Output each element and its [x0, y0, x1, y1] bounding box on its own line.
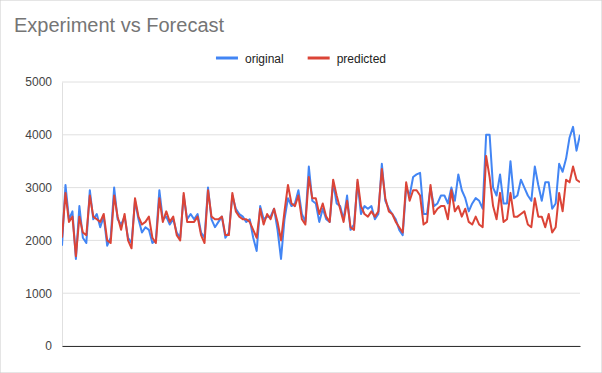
y-tick: 4000: [25, 128, 62, 142]
y-tick: 0: [45, 339, 62, 353]
series-line: [62, 156, 580, 256]
x-axis: [63, 346, 581, 347]
legend-swatch: [308, 57, 330, 60]
grid-line: [62, 346, 580, 347]
y-tick: 2000: [25, 234, 62, 248]
legend: original predicted: [216, 52, 386, 66]
y-tick: 1000: [25, 287, 62, 301]
y-tick-label: 1000: [25, 287, 52, 301]
chart: Experiment vs Forecast 0 1000 2000 3000 4000 5…: [0, 0, 602, 373]
y-axis: 0 1000 2000 3000 4000 5000: [25, 75, 62, 353]
y-tick-label: 4000: [25, 128, 52, 142]
legend-swatch: [216, 57, 238, 60]
y-tick-label: 0: [45, 339, 52, 353]
y-tick-label: 2000: [25, 234, 52, 248]
y-tick: 3000: [25, 181, 62, 195]
legend-item: predicted: [308, 52, 386, 66]
x-axis-line: [63, 346, 581, 347]
title: Experiment vs Forecast: [14, 14, 225, 36]
grid-line: [62, 82, 580, 83]
grid: [62, 82, 580, 346]
grid-line: [62, 134, 580, 135]
y-tick-label: 5000: [25, 75, 52, 89]
y-tick-label: 3000: [25, 181, 52, 195]
y-tick: 5000: [25, 75, 62, 89]
grid-line: [62, 293, 580, 294]
legend-label: predicted: [337, 52, 386, 66]
legend-item: original: [216, 52, 284, 66]
legend-label: original: [245, 52, 284, 66]
grid-line: [62, 240, 580, 241]
plot-area: [62, 127, 580, 259]
background: [0, 0, 602, 373]
series-line: [62, 127, 580, 259]
